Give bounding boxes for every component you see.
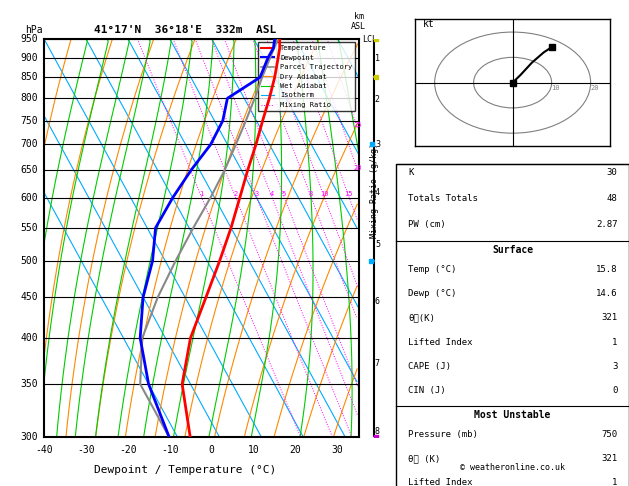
Text: CIN (J): CIN (J) xyxy=(408,386,445,395)
Text: LCL: LCL xyxy=(362,35,377,44)
Text: 650: 650 xyxy=(20,165,38,175)
Text: Temp (°C): Temp (°C) xyxy=(408,265,456,274)
Text: 25: 25 xyxy=(353,122,362,128)
Text: 0: 0 xyxy=(612,386,617,395)
Text: 4: 4 xyxy=(270,191,274,197)
Text: 20: 20 xyxy=(353,165,362,171)
Text: 15: 15 xyxy=(345,191,353,197)
Text: 450: 450 xyxy=(20,292,38,302)
Text: 3: 3 xyxy=(612,362,617,371)
Text: -40: -40 xyxy=(35,445,53,455)
Text: Totals Totals: Totals Totals xyxy=(408,194,478,203)
Text: -20: -20 xyxy=(119,445,136,455)
Text: 10: 10 xyxy=(320,191,328,197)
Text: 750: 750 xyxy=(601,430,617,439)
Text: PW (cm): PW (cm) xyxy=(408,220,445,229)
Text: 900: 900 xyxy=(20,52,38,63)
Text: 2: 2 xyxy=(233,191,237,197)
Text: -30: -30 xyxy=(77,445,95,455)
Text: Lifted Index: Lifted Index xyxy=(408,337,472,347)
Text: 20: 20 xyxy=(591,85,599,91)
Text: Pressure (mb): Pressure (mb) xyxy=(408,430,478,439)
Text: 750: 750 xyxy=(20,116,38,125)
Text: 8: 8 xyxy=(375,427,380,436)
Text: Most Unstable: Most Unstable xyxy=(474,410,551,420)
Text: hPa: hPa xyxy=(25,25,43,35)
Text: 1: 1 xyxy=(612,478,617,486)
Text: Dewpoint / Temperature (°C): Dewpoint / Temperature (°C) xyxy=(94,465,277,475)
Text: 500: 500 xyxy=(20,256,38,266)
Text: 41°17'N  36°18'E  332m  ASL: 41°17'N 36°18'E 332m ASL xyxy=(94,25,277,35)
Text: 350: 350 xyxy=(20,379,38,389)
Text: 550: 550 xyxy=(20,223,38,233)
Text: Surface: Surface xyxy=(492,245,533,255)
Text: 20: 20 xyxy=(290,445,301,455)
Text: 700: 700 xyxy=(20,139,38,150)
Text: 10: 10 xyxy=(552,85,560,91)
Text: 48: 48 xyxy=(606,194,617,203)
Text: θᴇ (K): θᴇ (K) xyxy=(408,454,440,463)
Text: 300: 300 xyxy=(20,433,38,442)
Text: 800: 800 xyxy=(20,93,38,104)
Text: 0: 0 xyxy=(209,445,214,455)
Text: 321: 321 xyxy=(601,313,617,322)
Text: 5: 5 xyxy=(282,191,286,197)
Text: Mixing Ratio (g/kg): Mixing Ratio (g/kg) xyxy=(370,143,379,238)
Text: 850: 850 xyxy=(20,72,38,82)
Text: 29.05.2024  00GMT  (Base: 18): 29.05.2024 00GMT (Base: 18) xyxy=(415,24,611,34)
Text: 30: 30 xyxy=(331,445,343,455)
Text: 2: 2 xyxy=(375,95,380,104)
Text: km
ASL: km ASL xyxy=(351,12,366,31)
Text: 600: 600 xyxy=(20,193,38,203)
Text: 10: 10 xyxy=(248,445,260,455)
Text: K: K xyxy=(408,168,413,177)
Text: 15.8: 15.8 xyxy=(596,265,617,274)
Text: 950: 950 xyxy=(20,34,38,44)
Text: 3: 3 xyxy=(254,191,259,197)
Text: -10: -10 xyxy=(161,445,179,455)
Legend: Temperature, Dewpoint, Parcel Trajectory, Dry Adiabat, Wet Adiabat, Isotherm, Mi: Temperature, Dewpoint, Parcel Trajectory… xyxy=(258,42,355,111)
Text: 1: 1 xyxy=(612,337,617,347)
Text: 6: 6 xyxy=(375,296,380,306)
Text: θᴇ(K): θᴇ(K) xyxy=(408,313,435,322)
Text: 3: 3 xyxy=(375,140,380,149)
Text: kt: kt xyxy=(423,19,435,29)
Text: 4: 4 xyxy=(375,188,380,197)
Text: 30: 30 xyxy=(606,168,617,177)
Text: Lifted Index: Lifted Index xyxy=(408,478,472,486)
Text: 5: 5 xyxy=(375,240,380,249)
Text: 1: 1 xyxy=(199,191,203,197)
Text: 2.87: 2.87 xyxy=(596,220,617,229)
Text: 1: 1 xyxy=(375,54,380,63)
Text: 14.6: 14.6 xyxy=(596,289,617,298)
Text: Dewp (°C): Dewp (°C) xyxy=(408,289,456,298)
Text: © weatheronline.co.uk: © weatheronline.co.uk xyxy=(460,463,565,471)
Text: 400: 400 xyxy=(20,333,38,343)
Text: CAPE (J): CAPE (J) xyxy=(408,362,451,371)
Text: 8: 8 xyxy=(309,191,313,197)
Text: 321: 321 xyxy=(601,454,617,463)
Text: 7: 7 xyxy=(375,359,380,367)
